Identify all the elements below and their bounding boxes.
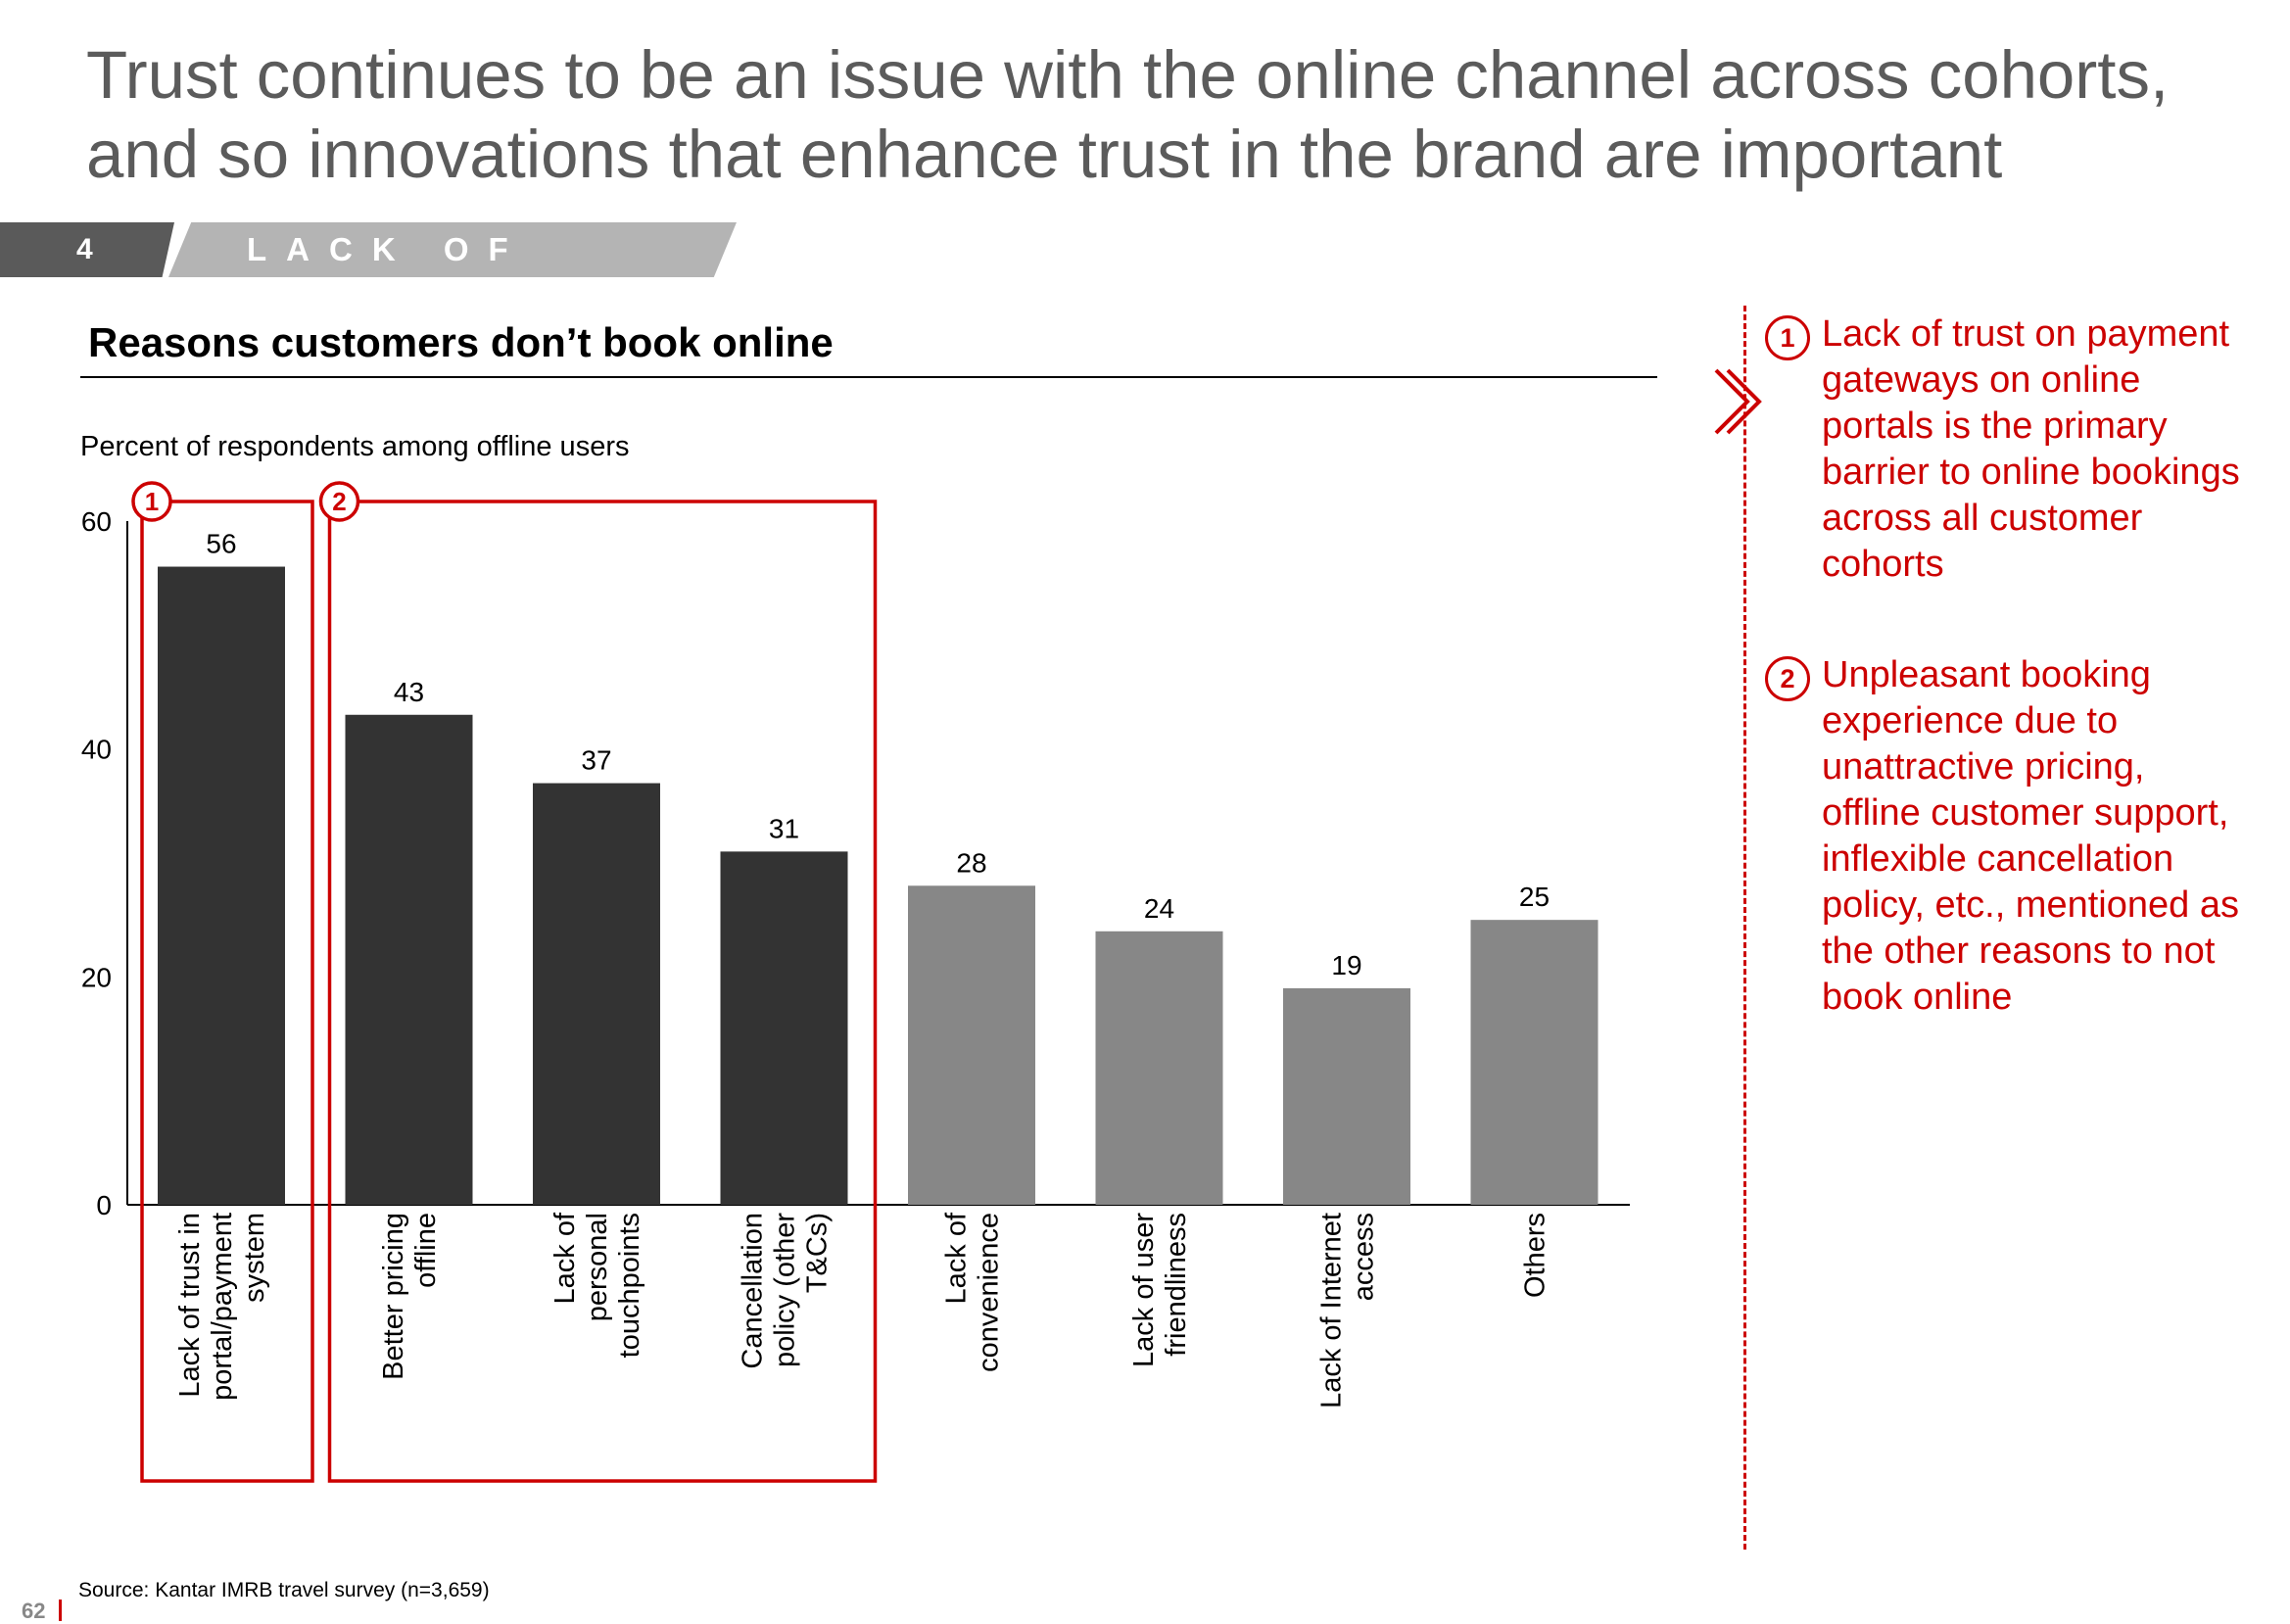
- y-tick-label: 40: [81, 735, 112, 765]
- note-2: Unpleasant booking experience due to una…: [1822, 654, 2239, 1018]
- section-label: LACK OF TRUST: [168, 222, 737, 277]
- highlight-badge: [131, 481, 172, 522]
- bar-chart: 0 20 40 60 56 Lack of trust inportal/payments…: [81, 481, 1630, 1483]
- data-label: 25: [1519, 882, 1550, 912]
- highlight-box: [140, 500, 314, 1483]
- data-label: 43: [394, 677, 424, 707]
- bar: [345, 714, 473, 1205]
- x-tick-label: Lack of userfriendliness: [1128, 1213, 1192, 1367]
- section-number: 4: [0, 222, 174, 277]
- page-title: Trust continues to be an issue with the …: [86, 37, 2170, 192]
- double-chevron-right-icon: [1714, 368, 1762, 435]
- y-tick-label: 0: [96, 1190, 112, 1220]
- dashed-divider: [1743, 306, 1746, 1550]
- note-badge-2: 2: [1765, 656, 1810, 701]
- highlight-box: [327, 500, 878, 1483]
- data-label: 56: [206, 529, 236, 559]
- data-label: 31: [769, 813, 799, 843]
- bar: [1283, 987, 1410, 1205]
- page-number-marker: [59, 1600, 62, 1621]
- note-badge-1: 1: [1765, 315, 1810, 360]
- x-tick-label: Lack ofpersonaltouchpoints: [549, 1212, 645, 1358]
- data-label: 28: [956, 847, 986, 878]
- title-rule: [80, 376, 1657, 378]
- x-tick-label: Others: [1520, 1213, 1551, 1298]
- y-tick-label: 60: [81, 506, 112, 537]
- y-tick-label: 20: [81, 962, 112, 992]
- source-note: Source: Kantar IMRB travel survey (n=3,6…: [78, 1579, 490, 1601]
- highlight-badge-label: 1: [145, 487, 159, 516]
- bar: [908, 885, 1035, 1205]
- highlight-badge-label: 2: [332, 487, 346, 516]
- chart-title: Reasons customers don’t book online: [88, 319, 834, 365]
- x-tick-label: Lack ofconvenience: [941, 1212, 1005, 1372]
- page-number: 62: [22, 1599, 46, 1623]
- x-tick-label: Lack of trust inportal/paymentsystem: [174, 1213, 270, 1401]
- x-tick-label: Better pricingoffline: [378, 1213, 442, 1380]
- bar: [1470, 920, 1598, 1205]
- bar: [158, 566, 285, 1205]
- x-tick-label: Lack of Internetaccess: [1316, 1213, 1380, 1409]
- data-label: 19: [1331, 950, 1361, 980]
- highlight-badge: [318, 481, 360, 522]
- data-label: 37: [581, 745, 611, 776]
- bar: [533, 783, 660, 1205]
- section-banner: 4 LACK OF TRUST: [0, 222, 744, 277]
- note-1: Lack of trust on payment gateways on onl…: [1822, 313, 2240, 585]
- bar: [720, 851, 848, 1205]
- data-label: 24: [1144, 893, 1174, 924]
- x-tick-label: Cancellationpolicy (otherT&Cs): [738, 1213, 834, 1369]
- y-axis-label: Percent of respondents among offline use…: [80, 431, 630, 462]
- bar: [1095, 931, 1223, 1205]
